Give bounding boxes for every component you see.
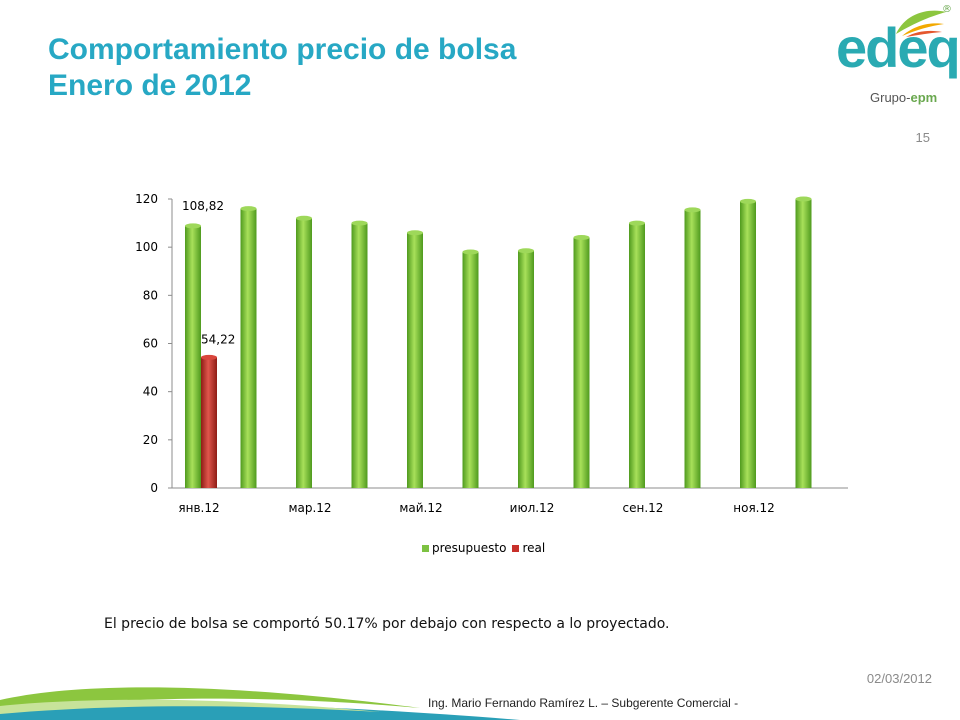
bar-presupuesto <box>407 232 423 488</box>
y-tick-label: 20 <box>143 433 158 447</box>
bar-presupuesto <box>573 237 590 488</box>
x-tick-label: сен.12 <box>623 501 664 515</box>
x-tick-label: янв.12 <box>178 501 219 515</box>
bar-presupuesto-cap <box>684 207 701 213</box>
title-line-1: Comportamiento precio de bolsa <box>48 33 517 66</box>
bar-presupuesto <box>795 199 812 488</box>
data-label-real: 54,22 <box>201 332 235 346</box>
data-label-presupuesto: 108,82 <box>182 199 224 213</box>
bar-presupuesto <box>185 225 201 488</box>
group-name: epm <box>910 90 938 105</box>
legend-item-presupuesto: presupuesto <box>422 541 506 555</box>
slide-title: Comportamiento precio de bolsa Enero de … <box>48 32 516 104</box>
group-prefix: Grupo- <box>870 90 911 105</box>
logo-wordmark: edeq <box>836 16 960 79</box>
bar-presupuesto-cap <box>573 235 590 241</box>
group-epm-label: Grupo-epm <box>870 90 937 105</box>
y-tick-label: 100 <box>135 240 158 254</box>
bar-presupuesto-cap <box>518 248 534 254</box>
legend-swatch-presupuesto <box>422 544 429 552</box>
slide-author: Ing. Mario Fernando Ramírez L. – Subgere… <box>428 696 739 710</box>
y-tick-label: 80 <box>143 288 158 302</box>
bar-presupuesto <box>240 208 257 488</box>
edeq-logo: ® edeq Grupo-epm <box>836 4 960 114</box>
y-tick-label: 60 <box>143 337 158 351</box>
chart-labels: 108,82 54,22 <box>182 199 235 346</box>
legend-label-presupuesto: presupuesto <box>432 541 507 555</box>
x-tick-label: май.12 <box>399 501 442 515</box>
registered-mark: ® <box>942 4 952 15</box>
bar-presupuesto <box>462 251 479 488</box>
bar-presupuesto-cap <box>240 206 257 212</box>
y-tick-label: 0 <box>150 481 158 495</box>
x-tick-label: июл.12 <box>510 501 555 515</box>
x-tick-label: ноя.12 <box>733 501 775 515</box>
bar-presupuesto-cap <box>740 198 756 204</box>
x-tick-label: мар.12 <box>288 501 331 515</box>
bar-presupuesto-cap <box>795 196 812 202</box>
leaf-icon <box>896 10 946 37</box>
chart-legend: presupuesto real <box>422 541 545 555</box>
legend-label-real: real <box>522 541 546 555</box>
slide-caption: El precio de bolsa se comportó 50.17% po… <box>104 616 670 632</box>
bar-presupuesto-cap <box>407 230 423 236</box>
slide-date: 02/03/2012 <box>866 671 932 686</box>
bar-presupuesto <box>518 250 534 488</box>
title-line-2: Enero de 2012 <box>48 69 252 102</box>
bar-presupuesto <box>629 223 645 489</box>
bar-presupuesto <box>296 218 312 488</box>
bar-presupuesto-cap <box>185 223 201 229</box>
legend-swatch-real <box>512 544 520 552</box>
bar-presupuesto-cap <box>296 215 312 221</box>
slide-number: 15 <box>915 130 930 145</box>
footer-swoosh <box>0 687 520 720</box>
chart-axes: 0 20 40 60 80 100 120 янв.12 мар.12 май.12 июл.12 с… <box>135 192 848 515</box>
bar-real-cap <box>201 354 217 360</box>
bar-presupuesto <box>684 209 701 488</box>
bar-presupuesto-cap <box>351 220 368 226</box>
chart-bars <box>185 196 812 489</box>
y-tick-label: 40 <box>143 385 158 399</box>
bar-presupuesto <box>351 223 368 489</box>
bar-presupuesto-cap <box>629 220 645 226</box>
y-tick-label: 120 <box>135 192 158 206</box>
legend-item-real: real <box>512 541 545 555</box>
bar-real <box>201 357 217 488</box>
bar-presupuesto-cap <box>462 249 479 255</box>
bar-presupuesto <box>740 201 756 489</box>
